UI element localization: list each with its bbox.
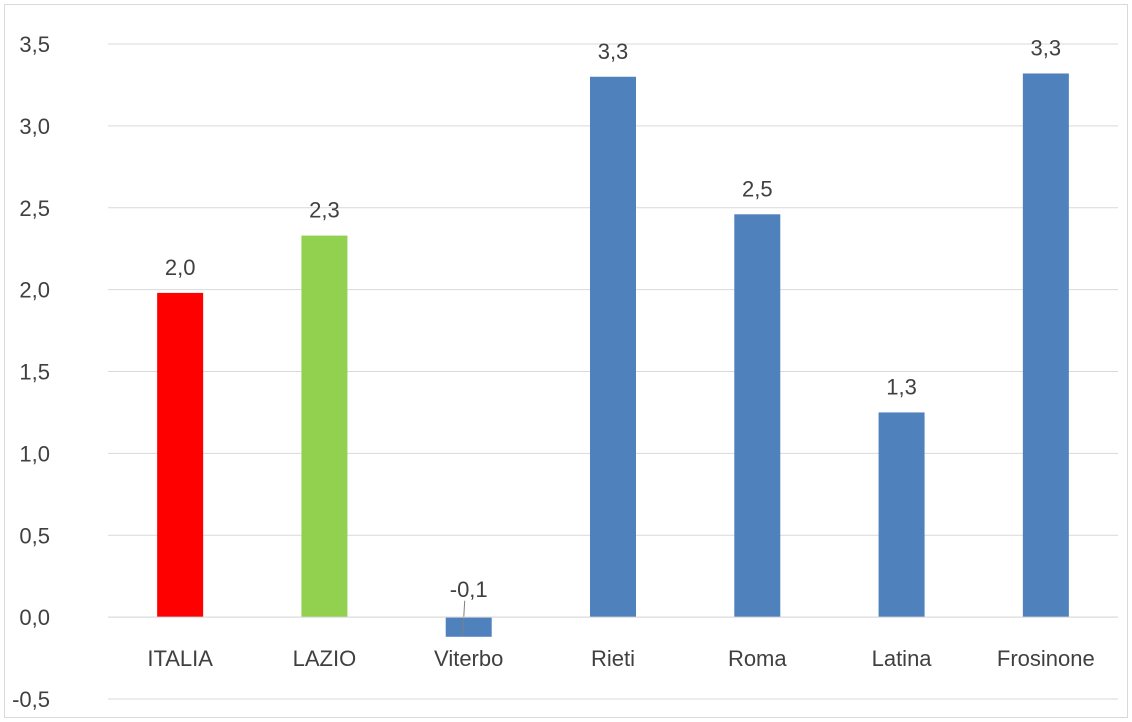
data-label: -0,1 [450, 577, 488, 602]
bar [445, 617, 492, 637]
category-label: Latina [872, 646, 933, 671]
category-label: ITALIA [147, 646, 213, 671]
data-label: 3,3 [598, 39, 629, 64]
bar [157, 292, 204, 618]
data-label: 1,3 [886, 374, 917, 399]
category-label: LAZIO [293, 646, 357, 671]
data-label-leader [462, 600, 466, 635]
bar [301, 235, 348, 618]
y-tick-label: 1,0 [19, 441, 50, 466]
category-label: Viterbo [434, 646, 503, 671]
category-label: Rieti [591, 646, 635, 671]
y-tick-label: 0,5 [19, 523, 50, 548]
bar [590, 76, 636, 618]
y-tick-label: 2,0 [19, 278, 50, 303]
bar [1022, 73, 1069, 618]
category-label: Roma [728, 646, 787, 671]
y-tick-label: 1,5 [19, 360, 50, 385]
y-tick-label: 3,0 [19, 114, 50, 139]
data-label: 2,5 [742, 176, 773, 201]
data-label: 2,0 [165, 255, 196, 280]
bar [734, 214, 781, 618]
y-tick-label: 0,0 [19, 605, 50, 630]
data-label: 2,3 [309, 198, 340, 223]
y-tick-label: -0,5 [12, 687, 50, 712]
category-label: Frosinone [997, 646, 1095, 671]
data-label: 3,3 [1031, 35, 1062, 60]
bar [878, 412, 925, 618]
y-tick-label: 2,5 [19, 196, 50, 221]
y-tick-label: 3,5 [19, 32, 50, 57]
